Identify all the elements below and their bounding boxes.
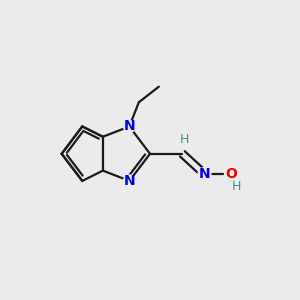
- Text: N: N: [124, 119, 135, 134]
- Text: H: H: [232, 180, 242, 193]
- Circle shape: [124, 175, 135, 187]
- Text: O: O: [225, 167, 237, 181]
- Text: N: N: [199, 167, 210, 181]
- Circle shape: [224, 168, 238, 181]
- Circle shape: [198, 168, 211, 181]
- Text: H: H: [180, 133, 189, 146]
- Circle shape: [124, 121, 135, 132]
- Text: N: N: [124, 174, 135, 188]
